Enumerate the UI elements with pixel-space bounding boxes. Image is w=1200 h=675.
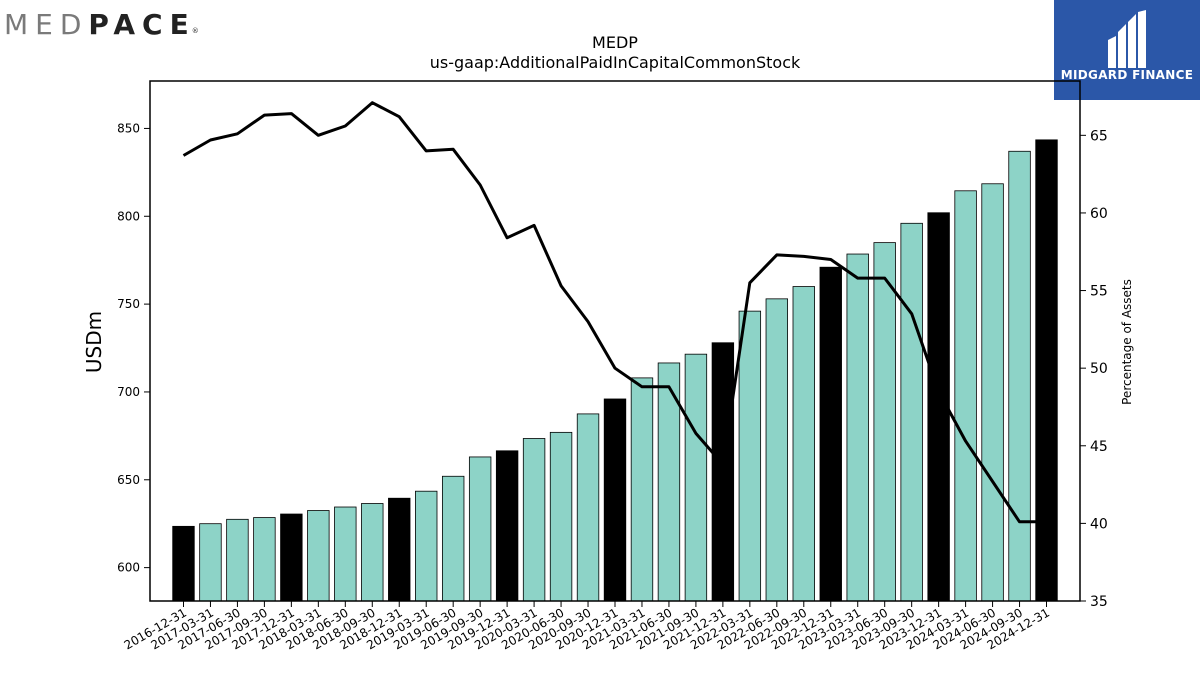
y2-tick-label-60: 60	[1090, 206, 1108, 222]
x-axis: 2016-12-312017-03-312017-06-302017-09-30…	[122, 601, 1052, 652]
bar-2022-09-30	[792, 286, 815, 602]
bar-2020-12-31	[603, 398, 627, 602]
pct-assets-series	[182, 101, 1047, 524]
bar-2023-09-30	[900, 222, 923, 602]
y2-tick-label-40: 40	[1090, 516, 1108, 532]
chart-title: MEDP	[592, 33, 638, 52]
bar-2019-12-31	[495, 450, 519, 602]
bar-2021-12-31	[711, 342, 735, 602]
bar-2023-06-30	[873, 242, 896, 602]
bar-2020-06-30	[549, 431, 573, 602]
bar-2017-03-31	[199, 523, 222, 602]
midgard-m-icon	[1108, 10, 1146, 68]
y2-tick-label-65: 65	[1090, 128, 1108, 144]
y-axis-right: 35 40 45 50 55 60 65	[1080, 128, 1108, 610]
bar-2020-09-30	[576, 413, 600, 602]
bar-2017-12-31	[280, 513, 303, 602]
bar-2020-03-31	[522, 438, 546, 602]
pct-assets-line	[182, 101, 1047, 524]
bar-2024-12-31	[1035, 139, 1058, 602]
bar-2022-03-31	[738, 310, 762, 602]
medpace-logo: MED PACE ®	[4, 6, 199, 42]
bar-2017-06-30	[226, 518, 249, 602]
y2-tick-label-45: 45	[1090, 439, 1108, 455]
bar-2019-09-30	[468, 456, 492, 602]
y2-axis-label: Percentage of Assets	[1120, 279, 1134, 405]
bar-2019-03-31	[415, 490, 438, 602]
bar-2018-03-31	[307, 510, 330, 602]
bar-2017-09-30	[253, 517, 276, 602]
bar-2021-03-31	[630, 377, 654, 602]
bar-2019-06-30	[441, 475, 465, 602]
partner-name: MIDGARD FINANCE	[1060, 68, 1194, 82]
y-tick-label-750: 750	[117, 297, 140, 311]
logo-registered-mark: ®	[191, 27, 199, 35]
y-tick-label-600: 600	[117, 561, 140, 575]
y-axis-left: 600 650 700 750 800 850	[117, 121, 150, 575]
bar-2024-09-30	[1008, 150, 1031, 602]
bar-2022-06-30	[765, 298, 789, 602]
y-tick-label-800: 800	[117, 209, 140, 223]
bar-2016-12-31	[172, 525, 195, 602]
chart-subtitle: us-gaap:AdditionalPaidInCapitalCommonSto…	[430, 53, 801, 72]
y-axis-label: USDm	[82, 311, 106, 373]
y-tick-label-650: 650	[117, 473, 140, 487]
y2-tick-label-35: 35	[1090, 594, 1108, 610]
bar-2018-12-31	[388, 497, 411, 602]
bar-2021-09-30	[684, 353, 708, 602]
logo-text-light: MED	[4, 7, 89, 41]
y-tick-label-700: 700	[117, 385, 140, 399]
y-tick-label-850: 850	[117, 121, 140, 135]
y2-tick-label-50: 50	[1090, 361, 1108, 377]
y2-tick-label-55: 55	[1090, 284, 1108, 300]
bar-2018-06-30	[334, 506, 357, 602]
bar-2018-09-30	[361, 503, 384, 602]
bar-2023-03-31	[846, 253, 869, 602]
midgard-finance-logo: MIDGARD FINANCE	[1054, 0, 1200, 100]
bar-2024-03-31	[954, 190, 977, 602]
bar-series	[172, 139, 1058, 602]
logo-text-dark: PACE	[88, 7, 196, 41]
bar-2024-06-30	[981, 183, 1004, 602]
bar-2022-12-31	[819, 266, 842, 602]
